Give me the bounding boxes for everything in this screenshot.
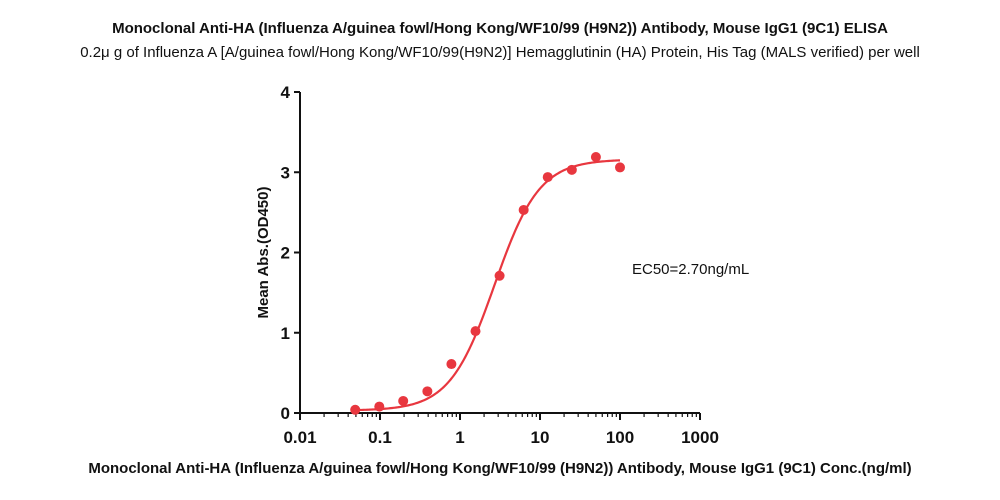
x-tick-label: 10 [531,428,550,447]
data-point [566,164,577,175]
axes: 0 1 2 3 4 0.01 0.1 1 10 100 1000 [281,83,719,447]
chart-subtitle: 0.2μ g of Influenza A [A/guinea fowl/Hon… [80,44,920,61]
x-tick-label: 100 [606,428,634,447]
y-axis-label: Mean Abs.(OD450) [255,187,272,319]
x-tick-label: 1 [455,428,464,447]
data-point [398,395,409,406]
chart-title: Monoclonal Anti-HA (Influenza A/guinea f… [112,20,888,37]
x-axis-label: Monoclonal Anti-HA (Influenza A/guinea f… [88,460,912,477]
data-point [446,359,457,370]
y-tick-label: 3 [281,163,290,182]
data-point [470,326,481,337]
data-points [350,152,625,415]
data-point [615,162,625,173]
fit-curve [355,159,621,412]
ec50-annotation: EC50=2.70ng/mL [632,261,749,278]
y-tick-label: 2 [281,244,290,263]
y-tick-label: 0 [281,404,290,423]
data-point [590,152,601,163]
data-point [350,404,361,415]
data-point [374,401,385,412]
data-point [518,204,529,215]
x-tick-label: 0.01 [283,428,316,447]
y-tick-label: 1 [281,324,290,343]
data-point [494,270,505,281]
data-point [542,172,553,183]
x-tick-label: 1000 [681,428,719,447]
x-tick-label: 0.1 [368,428,392,447]
y-tick-label: 4 [281,83,291,102]
fit-curve-group [355,159,621,412]
data-point [422,386,433,397]
